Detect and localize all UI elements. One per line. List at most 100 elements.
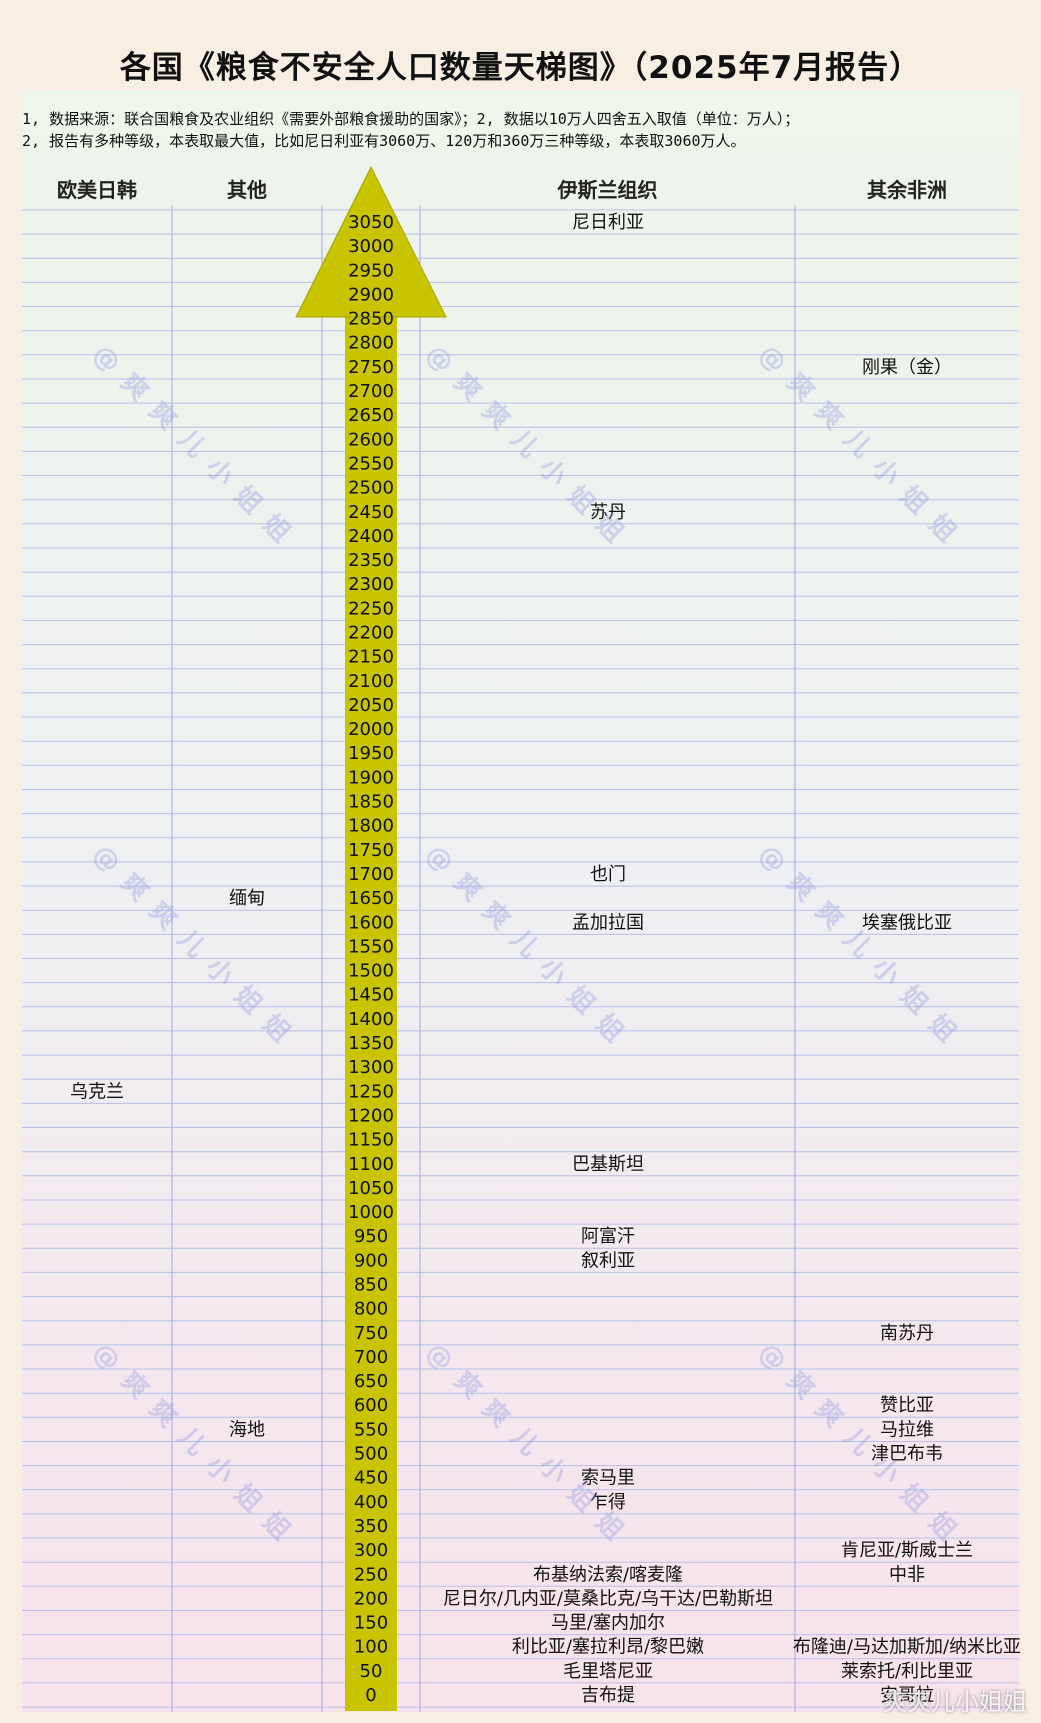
country-label: 利比亚/塞拉利昂/黎巴嫩	[512, 1637, 704, 1658]
axis-tick-label: 1550	[348, 936, 394, 957]
axis-tick-label: 1650	[348, 888, 394, 909]
axis-tick-label: 650	[354, 1371, 388, 1392]
axis-tick-label: 1400	[348, 1009, 394, 1030]
axis-tick-label: 1250	[348, 1081, 394, 1102]
axis-tick-label: 1750	[348, 840, 394, 861]
axis-tick-label: 2850	[348, 309, 394, 330]
axis-tick-label: 2950	[348, 260, 394, 281]
axis-tick-label: 850	[354, 1275, 388, 1296]
axis-tick-label: 150	[354, 1613, 388, 1634]
axis-tick-label: 1100	[348, 1154, 394, 1175]
axis-tick-label: 800	[354, 1299, 388, 1320]
axis-tick-label: 200	[354, 1588, 388, 1609]
axis-tick-label: 100	[354, 1637, 388, 1658]
country-label: 尼日尔/几内亚/莫桑比克/乌干达/巴勒斯坦	[443, 1588, 773, 1609]
country-label: 埃塞俄比亚	[862, 912, 952, 933]
axis-tick-label: 1050	[348, 1178, 394, 1199]
arrow-head	[295, 165, 447, 318]
column-header-other: 其他	[227, 178, 267, 202]
axis-tick-label: 1350	[348, 1033, 394, 1054]
note-source: 1, 数据来源：联合国粮食及农业组织《需要外部粮食援助的国家》；2, 数据以10…	[22, 110, 800, 128]
country-label: 肯尼亚/斯威士兰	[841, 1540, 973, 1561]
country-label: 安哥拉	[880, 1685, 934, 1706]
country-label: 津巴布韦	[871, 1444, 943, 1465]
axis-tick-label: 1850	[348, 792, 394, 813]
axis-tick-label: 2150	[348, 647, 394, 668]
axis-tick-label: 3000	[348, 236, 394, 257]
country-label: 马里/塞内加尔	[551, 1613, 665, 1634]
axis-tick-label: 2400	[348, 526, 394, 547]
axis-tick-label: 300	[354, 1540, 388, 1561]
axis-tick-label: 1200	[348, 1106, 394, 1127]
country-label: 巴基斯坦	[572, 1154, 644, 1175]
axis-tick-label: 2100	[348, 671, 394, 692]
axis-tick-label: 2500	[348, 478, 394, 499]
axis-tick-label: 2300	[348, 574, 394, 595]
axis-tick-label: 750	[354, 1323, 388, 1344]
country-label: 也门	[590, 864, 626, 885]
axis-tick-label: 1000	[348, 1202, 394, 1223]
country-label: 阿富汗	[581, 1226, 635, 1247]
axis-tick-label: 1150	[348, 1130, 394, 1151]
axis-tick-label: 2050	[348, 695, 394, 716]
country-label: 吉布提	[581, 1685, 635, 1706]
country-label: 索马里	[581, 1468, 635, 1489]
axis-tick-label: 450	[354, 1468, 388, 1489]
country-label: 布隆迪/马达加斯加/纳米比亚	[793, 1637, 1021, 1658]
country-label: 毛里塔尼亚	[563, 1661, 653, 1682]
axis-tick-label: 1450	[348, 985, 394, 1006]
axis-tick-labels: 0 50 100 150 200 250 300 350 400 450 500 550 600 650 7…	[348, 212, 394, 1706]
arrow-shaft	[345, 316, 397, 1711]
axis-tick-label: 50	[360, 1661, 383, 1682]
axis-tick-label: 2750	[348, 357, 394, 378]
grid-lines	[22, 209, 1019, 1708]
country-label: 海地	[229, 1419, 265, 1440]
axis-tick-label: 2650	[348, 405, 394, 426]
country-label: 尼日利亚	[572, 212, 644, 233]
chart-title: 各国《粮食不安全人口数量天梯图》（2025年7月报告）	[119, 50, 922, 86]
axis-tick-label: 950	[354, 1226, 388, 1247]
axis-tick-label: 1900	[348, 767, 394, 788]
axis-tick-label: 1500	[348, 961, 394, 982]
axis-tick-label: 1800	[348, 816, 394, 837]
country-label: 苏丹	[590, 502, 626, 523]
column-header-west: 欧美日韩	[57, 178, 137, 202]
axis-tick-label: 1700	[348, 864, 394, 885]
axis-tick-label: 350	[354, 1516, 388, 1537]
axis-tick-label: 1950	[348, 743, 394, 764]
note-method: 2, 报告有多种等级，本表取最大值，比如尼日利亚有3060万、120万和360万…	[22, 132, 746, 150]
axis-tick-label: 1600	[348, 912, 394, 933]
axis-tick-label: 700	[354, 1347, 388, 1368]
column-header-rest-africa: 其余非洲	[867, 178, 947, 202]
country-label: 刚果（金）	[862, 357, 952, 378]
column-dividers	[171, 205, 796, 1712]
axis-tick-label: 2800	[348, 333, 394, 354]
column-header-islamic-org: 伊斯兰组织	[557, 178, 658, 202]
axis-tick-label: 1300	[348, 1057, 394, 1078]
country-label: 布基纳法索/喀麦隆	[533, 1564, 683, 1585]
axis-tick-label: 2700	[348, 381, 394, 402]
axis-tick-label: 3050	[348, 212, 394, 233]
axis-tick-label: 2900	[348, 284, 394, 305]
axis-tick-label: 2250	[348, 598, 394, 619]
axis-tick-label: 2000	[348, 719, 394, 740]
axis-tick-label: 2350	[348, 550, 394, 571]
country-label: 赞比亚	[880, 1395, 934, 1416]
axis-tick-label: 2600	[348, 429, 394, 450]
country-label: 南苏丹	[880, 1323, 934, 1344]
axis-tick-label: 2550	[348, 454, 394, 475]
country-label: 叙利亚	[581, 1250, 635, 1271]
axis-tick-label: 500	[354, 1444, 388, 1465]
country-label: 马拉维	[880, 1419, 934, 1440]
country-label: 孟加拉国	[572, 912, 644, 933]
arrow-axis	[295, 165, 447, 1711]
footer-watermark: 爽爽儿小姐姐	[883, 1688, 1027, 1716]
axis-tick-label: 2450	[348, 502, 394, 523]
axis-tick-label: 250	[354, 1564, 388, 1585]
axis-tick-label: 2200	[348, 623, 394, 644]
country-label: 乌克兰	[70, 1081, 124, 1102]
country-label: 缅甸	[229, 888, 265, 909]
